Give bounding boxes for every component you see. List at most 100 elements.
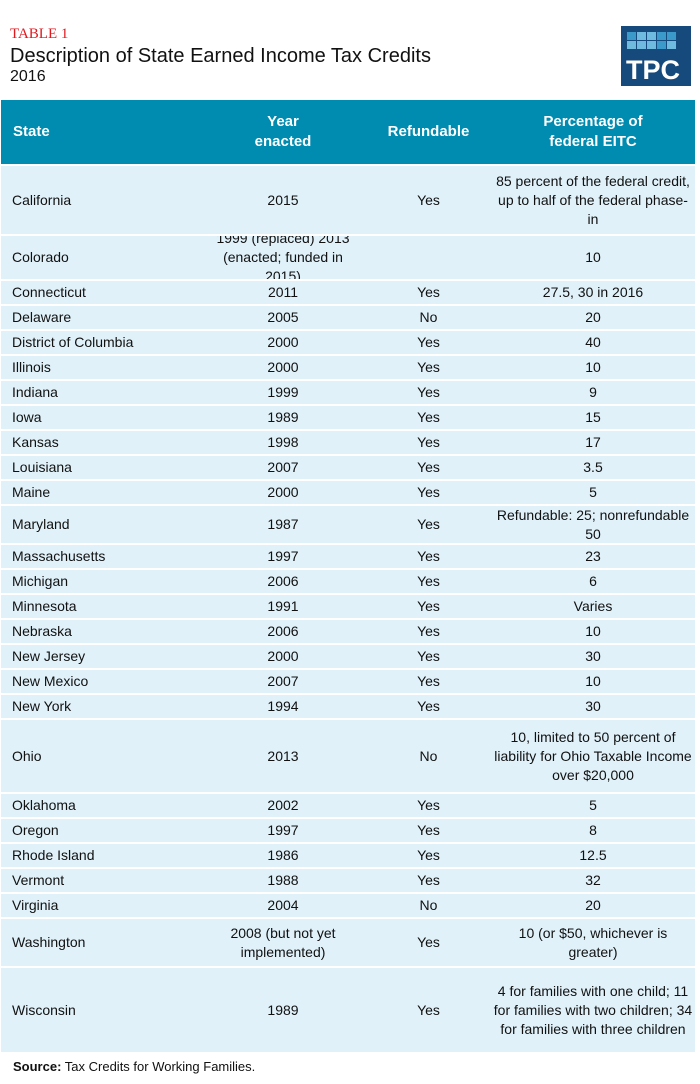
percentage-cell-text: 5 [589, 797, 597, 813]
table-row: Oklahoma 2002 Yes 5 [1, 792, 695, 818]
percentage-cell-text: 20 [585, 897, 601, 913]
refundable-cell-text: Yes [417, 548, 440, 564]
refundable-cell [366, 234, 491, 280]
year-cell: 2000 [200, 479, 366, 505]
year-cell-text: 2007 [267, 459, 299, 475]
table-row: Vermont 1988 Yes 32 [1, 867, 695, 893]
refundable-cell-text: Yes [417, 934, 440, 950]
year-cell-text: 2002 [267, 797, 299, 813]
refundable-cell: Yes [366, 354, 491, 380]
percentage-cell-text: 27.5, 30 in 2016 [542, 284, 644, 300]
year-cell: 2008 (but not yet implemented) [200, 917, 366, 967]
year-cell-text: 2004 [267, 897, 299, 913]
year-cell: 2011 [200, 279, 366, 305]
year-cell: 1999 (replaced) 2013 (enacted; funded in… [200, 234, 366, 280]
state-cell: Massachusetts [1, 543, 200, 569]
state-cell: Ohio [1, 718, 200, 793]
table-row: Rhode Island 1986 Yes 12.5 [1, 842, 695, 868]
table-header-row: State Year enacted Refundable Percentage… [1, 100, 695, 165]
refundable-cell: Yes [366, 329, 491, 355]
page-title: Description of State Earned Income Tax C… [10, 45, 431, 67]
refundable-cell: Yes [366, 817, 491, 843]
state-cell-text: District of Columbia [12, 334, 134, 350]
refundable-cell: Yes [366, 593, 491, 619]
percentage-cell: 17 [491, 429, 695, 455]
year-cell: 1987 [200, 504, 366, 544]
state-cell-text: Wisconsin [12, 1001, 76, 1018]
year-cell-text: 1997 [267, 822, 299, 838]
state-cell-text: Indiana [12, 384, 58, 400]
table-row: Minnesota 1991 Yes Varies [1, 593, 695, 619]
state-cell-text: Michigan [12, 573, 69, 589]
state-cell: Nebraska [1, 618, 200, 644]
state-cell: Connecticut [1, 279, 200, 305]
state-cell-text: Illinois [12, 359, 51, 375]
refundable-cell: Yes [366, 404, 491, 430]
state-cell: Virginia [1, 892, 200, 918]
year-cell-text: 1998 [267, 434, 299, 450]
refundable-cell: Yes [366, 966, 491, 1052]
percentage-cell-text: 85 percent of the federal credit, up to … [496, 172, 690, 227]
state-cell: Colorado [1, 234, 200, 280]
year-cell: 1988 [200, 867, 366, 893]
column-header-refundable: Refundable [366, 100, 491, 165]
year-cell-text: 1987 [267, 516, 299, 532]
state-cell: Oklahoma [1, 792, 200, 818]
state-cell-text: Washington [12, 934, 86, 950]
state-cell: Kansas [1, 429, 200, 455]
table-row: Washington 2008 (but not yet implemented)… [1, 917, 695, 967]
state-cell-text: Ohio [12, 747, 42, 764]
table-row: Oregon 1997 Yes 8 [1, 817, 695, 843]
state-cell-text: Kansas [12, 434, 59, 450]
refundable-cell-text: Yes [417, 409, 440, 425]
percentage-cell: 40 [491, 329, 695, 355]
year-cell: 1986 [200, 842, 366, 868]
year-cell: 1998 [200, 429, 366, 455]
year-cell: 2006 [200, 618, 366, 644]
refundable-cell-text: Yes [417, 573, 440, 589]
table-row: Delaware 2005 No 20 [1, 304, 695, 330]
refundable-cell-text: Yes [417, 484, 440, 500]
state-cell: Louisiana [1, 454, 200, 480]
state-cell-text: Connecticut [12, 284, 86, 300]
source-note: Source: Tax Credits for Working Families… [13, 1059, 255, 1074]
state-cell-text: Maine [12, 484, 51, 500]
state-cell: Vermont [1, 867, 200, 893]
state-cell: Minnesota [1, 593, 200, 619]
refundable-cell-text: Yes [417, 459, 440, 475]
percentage-cell-text: 3.5 [583, 459, 603, 475]
percentage-cell-text: 8 [589, 822, 597, 838]
percentage-cell-text: 10, limited to 50 percent of liability f… [494, 728, 692, 783]
percentage-cell: 5 [491, 479, 695, 505]
percentage-cell: 5 [491, 792, 695, 818]
table-row: Iowa 1989 Yes 15 [1, 404, 695, 430]
refundable-cell-text: Yes [417, 516, 440, 532]
table-row: Kansas 1998 Yes 17 [1, 429, 695, 455]
source-text: Tax Credits for Working Families. [61, 1059, 256, 1074]
refundable-cell: Yes [366, 842, 491, 868]
refundable-cell-text: Yes [417, 434, 440, 450]
column-header-percentage: Percentage of federal EITC [491, 100, 695, 165]
year-cell-text: 2006 [267, 573, 299, 589]
refundable-cell-text: Yes [417, 698, 440, 714]
refundable-cell: Yes [366, 504, 491, 544]
refundable-cell-text: Yes [417, 673, 440, 689]
percentage-cell-text: 5 [589, 484, 597, 500]
refundable-cell: Yes [366, 867, 491, 893]
refundable-cell: Yes [366, 792, 491, 818]
percentage-cell: 8 [491, 817, 695, 843]
year-cell-text: 1997 [267, 548, 299, 564]
percentage-cell: 10 [491, 668, 695, 694]
state-cell-text: New Jersey [12, 648, 86, 664]
refundable-cell: No [366, 892, 491, 918]
percentage-cell: 23 [491, 543, 695, 569]
year-cell-text: 2011 [267, 284, 299, 300]
state-cell-text: Oregon [12, 822, 59, 838]
percentage-cell: 30 [491, 693, 695, 719]
tpc-logo: TPC [621, 26, 691, 86]
refundable-cell-text: Yes [417, 334, 440, 350]
refundable-cell-text: Yes [417, 797, 440, 813]
percentage-cell: 10 [491, 234, 695, 280]
refundable-cell-text: Yes [417, 191, 440, 208]
state-cell-text: Delaware [12, 309, 72, 325]
